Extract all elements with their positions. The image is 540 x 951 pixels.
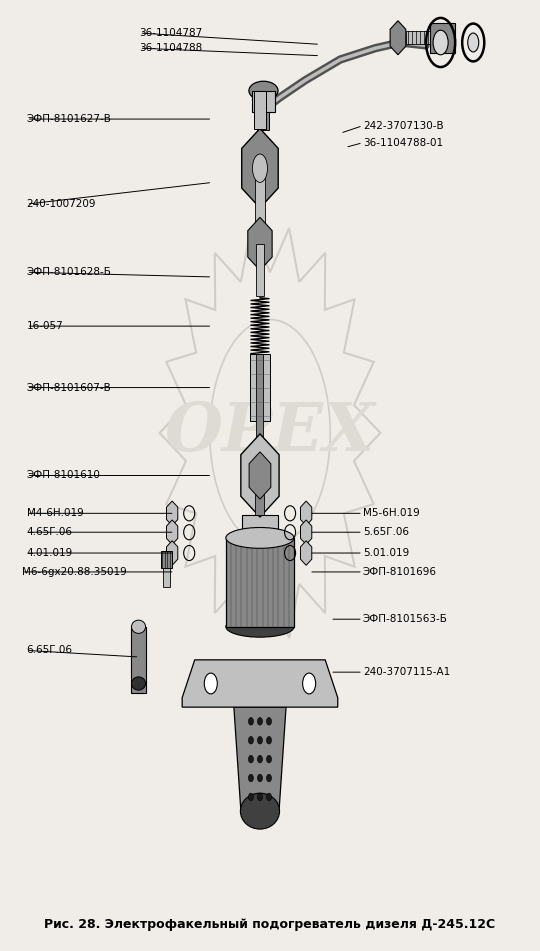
Ellipse shape	[468, 33, 479, 52]
Ellipse shape	[266, 774, 272, 782]
Bar	[250, 355, 270, 420]
Polygon shape	[166, 501, 178, 526]
Polygon shape	[241, 434, 279, 517]
Polygon shape	[300, 520, 312, 545]
Text: 5.65Г.06: 5.65Г.06	[363, 527, 409, 537]
Polygon shape	[234, 708, 286, 811]
Ellipse shape	[132, 677, 146, 690]
Bar	[255, 473, 265, 515]
Bar	[242, 515, 278, 538]
Ellipse shape	[204, 673, 217, 694]
Text: ЭФП-8101627-В: ЭФП-8101627-В	[26, 114, 111, 124]
Ellipse shape	[258, 774, 262, 782]
Text: 6.65Г.06: 6.65Г.06	[26, 646, 72, 655]
Ellipse shape	[226, 616, 294, 637]
Text: 36-1104788: 36-1104788	[139, 43, 203, 53]
Bar	[406, 31, 430, 45]
Text: 16-057: 16-057	[26, 321, 63, 331]
Polygon shape	[300, 501, 312, 526]
Polygon shape	[242, 128, 278, 208]
Ellipse shape	[258, 793, 262, 801]
Bar	[430, 23, 455, 53]
Polygon shape	[182, 660, 338, 708]
Ellipse shape	[249, 81, 278, 100]
Bar	[252, 90, 274, 111]
Ellipse shape	[266, 736, 272, 744]
Text: 240-1007209: 240-1007209	[26, 199, 96, 209]
Text: ЭФП-8101610: ЭФП-8101610	[26, 471, 100, 480]
Text: ЭФП-8101696: ЭФП-8101696	[363, 567, 437, 577]
Text: М6-6gx20.88.35019: М6-6gx20.88.35019	[22, 567, 126, 577]
Polygon shape	[249, 452, 271, 499]
Text: 36-1104788-01: 36-1104788-01	[363, 138, 443, 147]
Text: ЭФП-8101563-Б: ЭФП-8101563-Б	[363, 614, 448, 624]
Bar	[226, 538, 294, 627]
Polygon shape	[166, 541, 178, 565]
Ellipse shape	[252, 154, 267, 183]
Ellipse shape	[248, 793, 253, 801]
Ellipse shape	[248, 718, 253, 725]
Text: 4.01.019: 4.01.019	[26, 548, 73, 558]
Ellipse shape	[248, 774, 253, 782]
Ellipse shape	[266, 718, 272, 725]
Ellipse shape	[302, 673, 316, 694]
Text: 242-3707130-В: 242-3707130-В	[363, 121, 443, 130]
Text: 4.65Г.06: 4.65Г.06	[26, 527, 72, 537]
Ellipse shape	[258, 755, 262, 763]
Polygon shape	[390, 21, 406, 55]
Bar	[163, 568, 170, 587]
Ellipse shape	[266, 755, 272, 763]
Bar	[255, 169, 265, 230]
Ellipse shape	[240, 793, 280, 829]
Ellipse shape	[266, 793, 272, 801]
Text: М4-6Н.019: М4-6Н.019	[26, 509, 83, 518]
Text: 36-1104787: 36-1104787	[139, 28, 203, 38]
Bar	[132, 627, 146, 693]
Ellipse shape	[258, 736, 262, 744]
Text: ОРЕХ: ОРЕХ	[165, 400, 375, 465]
Ellipse shape	[226, 528, 294, 549]
Ellipse shape	[258, 718, 262, 725]
Text: 5.01.019: 5.01.019	[363, 548, 409, 558]
Text: 240-3707115-А1: 240-3707115-А1	[363, 668, 450, 677]
Bar	[254, 90, 266, 128]
Text: ЭФП-8101607-В: ЭФП-8101607-В	[26, 382, 111, 393]
Polygon shape	[166, 520, 178, 545]
Ellipse shape	[248, 755, 253, 763]
Bar	[256, 243, 264, 296]
Ellipse shape	[132, 620, 146, 633]
Text: М5-6Н.019: М5-6Н.019	[363, 509, 420, 518]
Bar	[256, 355, 264, 466]
Text: ЭФП-8101628-Б: ЭФП-8101628-Б	[26, 267, 111, 278]
Polygon shape	[300, 541, 312, 565]
Polygon shape	[248, 218, 272, 270]
Ellipse shape	[433, 30, 448, 55]
Bar	[160, 552, 172, 568]
Text: Рис. 28. Электрофакельный подогреватель дизеля Д-245.12С: Рис. 28. Электрофакельный подогреватель …	[44, 918, 496, 931]
Bar	[258, 111, 269, 130]
Ellipse shape	[248, 736, 253, 744]
